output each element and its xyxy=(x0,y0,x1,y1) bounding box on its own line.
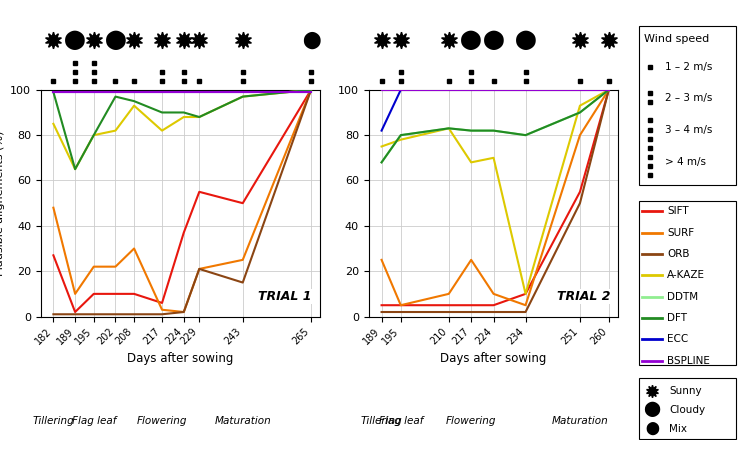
Text: 1 – 2 m/s: 1 – 2 m/s xyxy=(665,62,712,72)
Text: Wind speed: Wind speed xyxy=(644,34,709,44)
Text: Mix: Mix xyxy=(669,424,687,434)
Text: TRIAL 2: TRIAL 2 xyxy=(557,290,611,303)
Text: ⬤: ⬤ xyxy=(644,402,661,418)
Text: 3 – 4 m/s: 3 – 4 m/s xyxy=(665,125,712,135)
Text: ⬤: ⬤ xyxy=(460,30,482,49)
Text: ⬤: ⬤ xyxy=(104,30,127,49)
Text: Flag leaf: Flag leaf xyxy=(72,416,116,426)
Text: SIFT: SIFT xyxy=(668,207,689,216)
Text: Cloudy: Cloudy xyxy=(669,405,706,415)
Text: Sunny: Sunny xyxy=(669,386,702,396)
Y-axis label: Plausible alignements (%): Plausible alignements (%) xyxy=(0,131,4,276)
X-axis label: Days after sowing: Days after sowing xyxy=(440,352,547,365)
FancyBboxPatch shape xyxy=(639,26,735,185)
Text: DDTM: DDTM xyxy=(668,292,698,302)
Text: ⬤: ⬤ xyxy=(645,422,659,436)
Text: ECC: ECC xyxy=(668,335,688,344)
Text: > 4 m/s: > 4 m/s xyxy=(665,157,706,167)
Text: ORB: ORB xyxy=(668,249,690,259)
Text: Flowering: Flowering xyxy=(446,416,496,426)
Text: Maturation: Maturation xyxy=(551,416,609,426)
Text: ⬤: ⬤ xyxy=(483,30,504,49)
X-axis label: Days after sowing: Days after sowing xyxy=(127,352,234,365)
FancyBboxPatch shape xyxy=(639,201,735,365)
Text: ⬤: ⬤ xyxy=(302,31,320,49)
Text: Maturation: Maturation xyxy=(215,416,271,426)
Text: TRIAL 1: TRIAL 1 xyxy=(259,290,312,303)
Text: BSPLINE: BSPLINE xyxy=(668,356,710,366)
Text: Flag leaf: Flag leaf xyxy=(378,416,423,426)
Text: ⬤: ⬤ xyxy=(515,30,536,49)
Text: DFT: DFT xyxy=(668,313,687,323)
Text: ⬤: ⬤ xyxy=(64,30,86,49)
Text: Tillering: Tillering xyxy=(33,416,74,426)
Text: Flowering: Flowering xyxy=(137,416,187,426)
Text: 2 – 3 m/s: 2 – 3 m/s xyxy=(665,92,712,103)
Text: Tillering: Tillering xyxy=(361,416,402,426)
Text: SURF: SURF xyxy=(668,228,694,238)
Text: A-KAZE: A-KAZE xyxy=(668,270,706,281)
FancyBboxPatch shape xyxy=(639,379,735,439)
